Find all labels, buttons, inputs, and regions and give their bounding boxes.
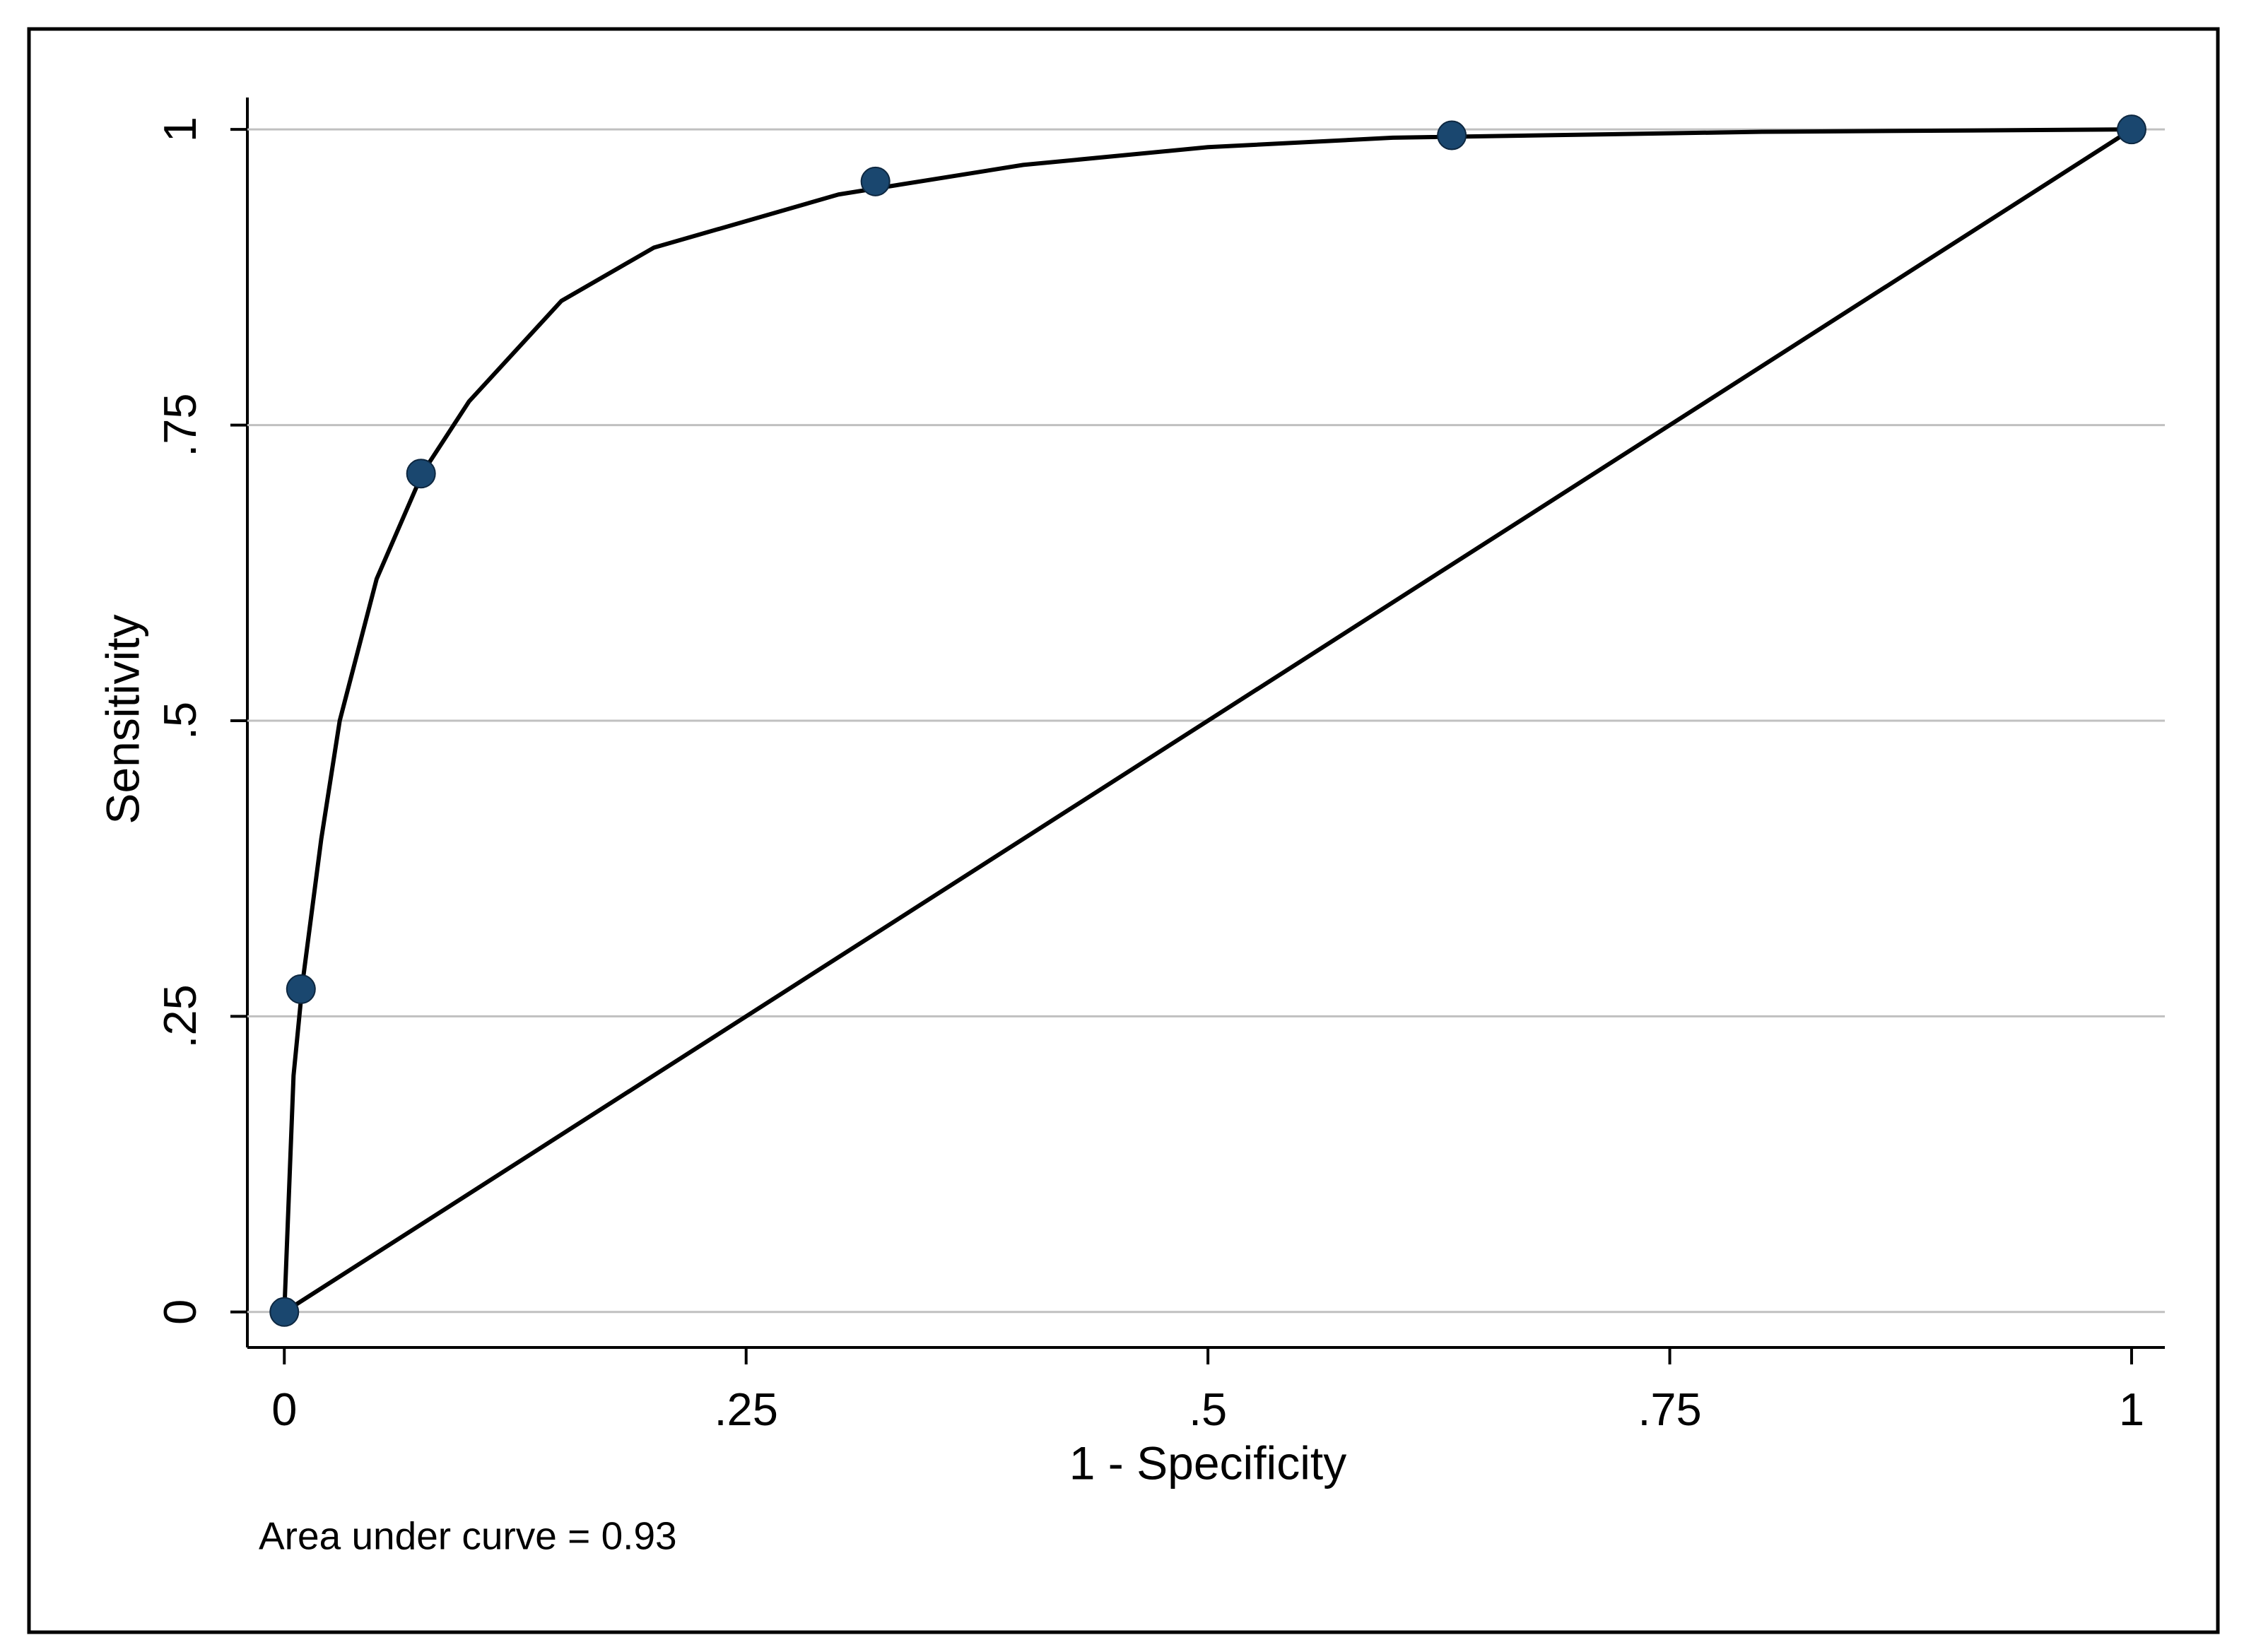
marker: [406, 459, 436, 489]
y-tick-label: .25: [154, 984, 206, 1048]
y-tick-label: 0: [154, 1299, 206, 1325]
y-tick-label: .5: [154, 702, 206, 740]
line: [282, 127, 2132, 1312]
y-tick-label: 1: [154, 117, 206, 142]
x-tick-label: 0: [271, 1383, 297, 1435]
annotation: Area under curve = 0.93: [259, 1514, 677, 1558]
marker: [860, 166, 891, 196]
x-tick-label: .75: [1638, 1383, 1701, 1435]
x-tick-label: 1: [2119, 1383, 2144, 1435]
line: [283, 127, 2133, 1314]
x-tick-label: .5: [1189, 1383, 1227, 1435]
frame: [27, 27, 2220, 1634]
marker: [286, 974, 316, 1004]
y-tick-label: .75: [154, 393, 206, 456]
marker: [1437, 120, 1467, 151]
marker: [2116, 114, 2146, 145]
marker: [269, 1297, 300, 1327]
x-axis-title: 1 - Specificity: [1069, 1436, 1346, 1489]
y-axis-title: Sensitivity: [96, 614, 148, 824]
x-tick-label: .25: [715, 1383, 778, 1435]
